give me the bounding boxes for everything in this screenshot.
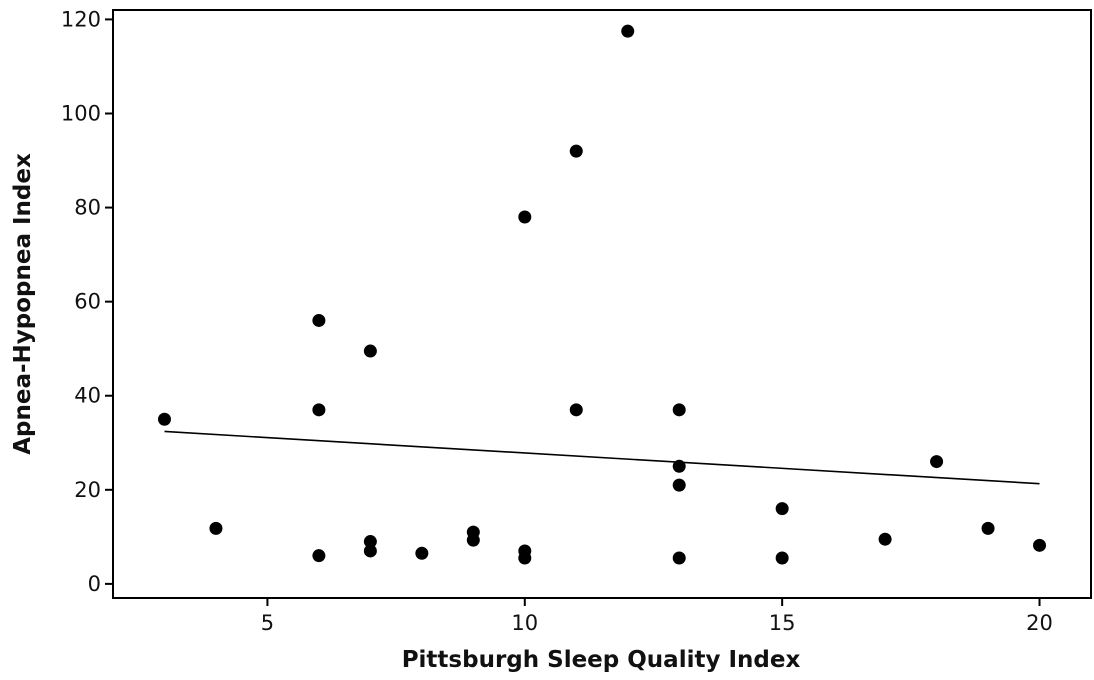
data-point xyxy=(363,344,377,358)
data-point xyxy=(312,313,326,327)
data-point xyxy=(518,210,532,224)
y-tick-label: 40 xyxy=(74,384,101,408)
data-point xyxy=(518,551,532,565)
data-points xyxy=(157,24,1047,565)
data-point xyxy=(363,535,377,549)
x-tick-label: 5 xyxy=(261,611,274,635)
y-tick-label: 100 xyxy=(61,101,101,125)
data-point xyxy=(672,459,686,473)
data-point xyxy=(415,546,429,560)
x-tick-label: 15 xyxy=(769,611,796,635)
data-point xyxy=(775,551,789,565)
data-point xyxy=(1033,538,1047,552)
y-tick-label: 20 xyxy=(74,478,101,502)
x-tick-label: 10 xyxy=(511,611,538,635)
y-tick-label: 120 xyxy=(61,7,101,31)
data-point xyxy=(878,532,892,546)
data-point xyxy=(981,521,995,535)
data-point xyxy=(569,144,583,158)
x-axis-title: Pittsburgh Sleep Quality Index xyxy=(402,647,801,673)
data-point xyxy=(363,544,377,558)
trend-line xyxy=(164,430,1040,485)
data-point xyxy=(930,455,944,469)
data-point xyxy=(312,549,326,563)
data-point xyxy=(209,521,223,535)
data-point xyxy=(466,533,480,547)
trend-line-group xyxy=(164,430,1040,485)
plot-frame xyxy=(112,9,1092,599)
data-point xyxy=(775,502,789,516)
x-axis-ticks: 5 10 15 20 xyxy=(261,598,1053,635)
y-axis-ticks: 0 20 40 60 80 100 120 xyxy=(61,7,113,596)
data-point xyxy=(621,24,635,38)
y-axis-title: Apnea-Hypopnea Index xyxy=(10,153,36,455)
data-point xyxy=(569,403,583,417)
data-point xyxy=(157,412,171,426)
x-tick-label: 20 xyxy=(1026,611,1053,635)
data-point xyxy=(672,551,686,565)
data-point xyxy=(672,478,686,492)
y-tick-label: 60 xyxy=(74,290,101,314)
data-point xyxy=(312,403,326,417)
data-point xyxy=(672,403,686,417)
y-tick-label: 80 xyxy=(74,196,101,220)
y-tick-label: 0 xyxy=(88,572,101,596)
